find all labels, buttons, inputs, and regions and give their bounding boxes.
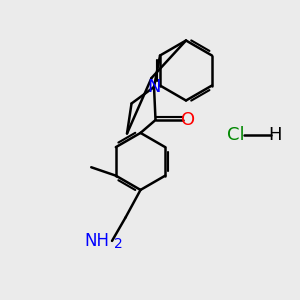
- Text: H: H: [268, 126, 281, 144]
- Text: N: N: [147, 78, 161, 96]
- Text: Cl: Cl: [227, 126, 244, 144]
- Text: 2: 2: [114, 237, 123, 251]
- Text: O: O: [181, 111, 195, 129]
- Text: NH: NH: [85, 232, 110, 250]
